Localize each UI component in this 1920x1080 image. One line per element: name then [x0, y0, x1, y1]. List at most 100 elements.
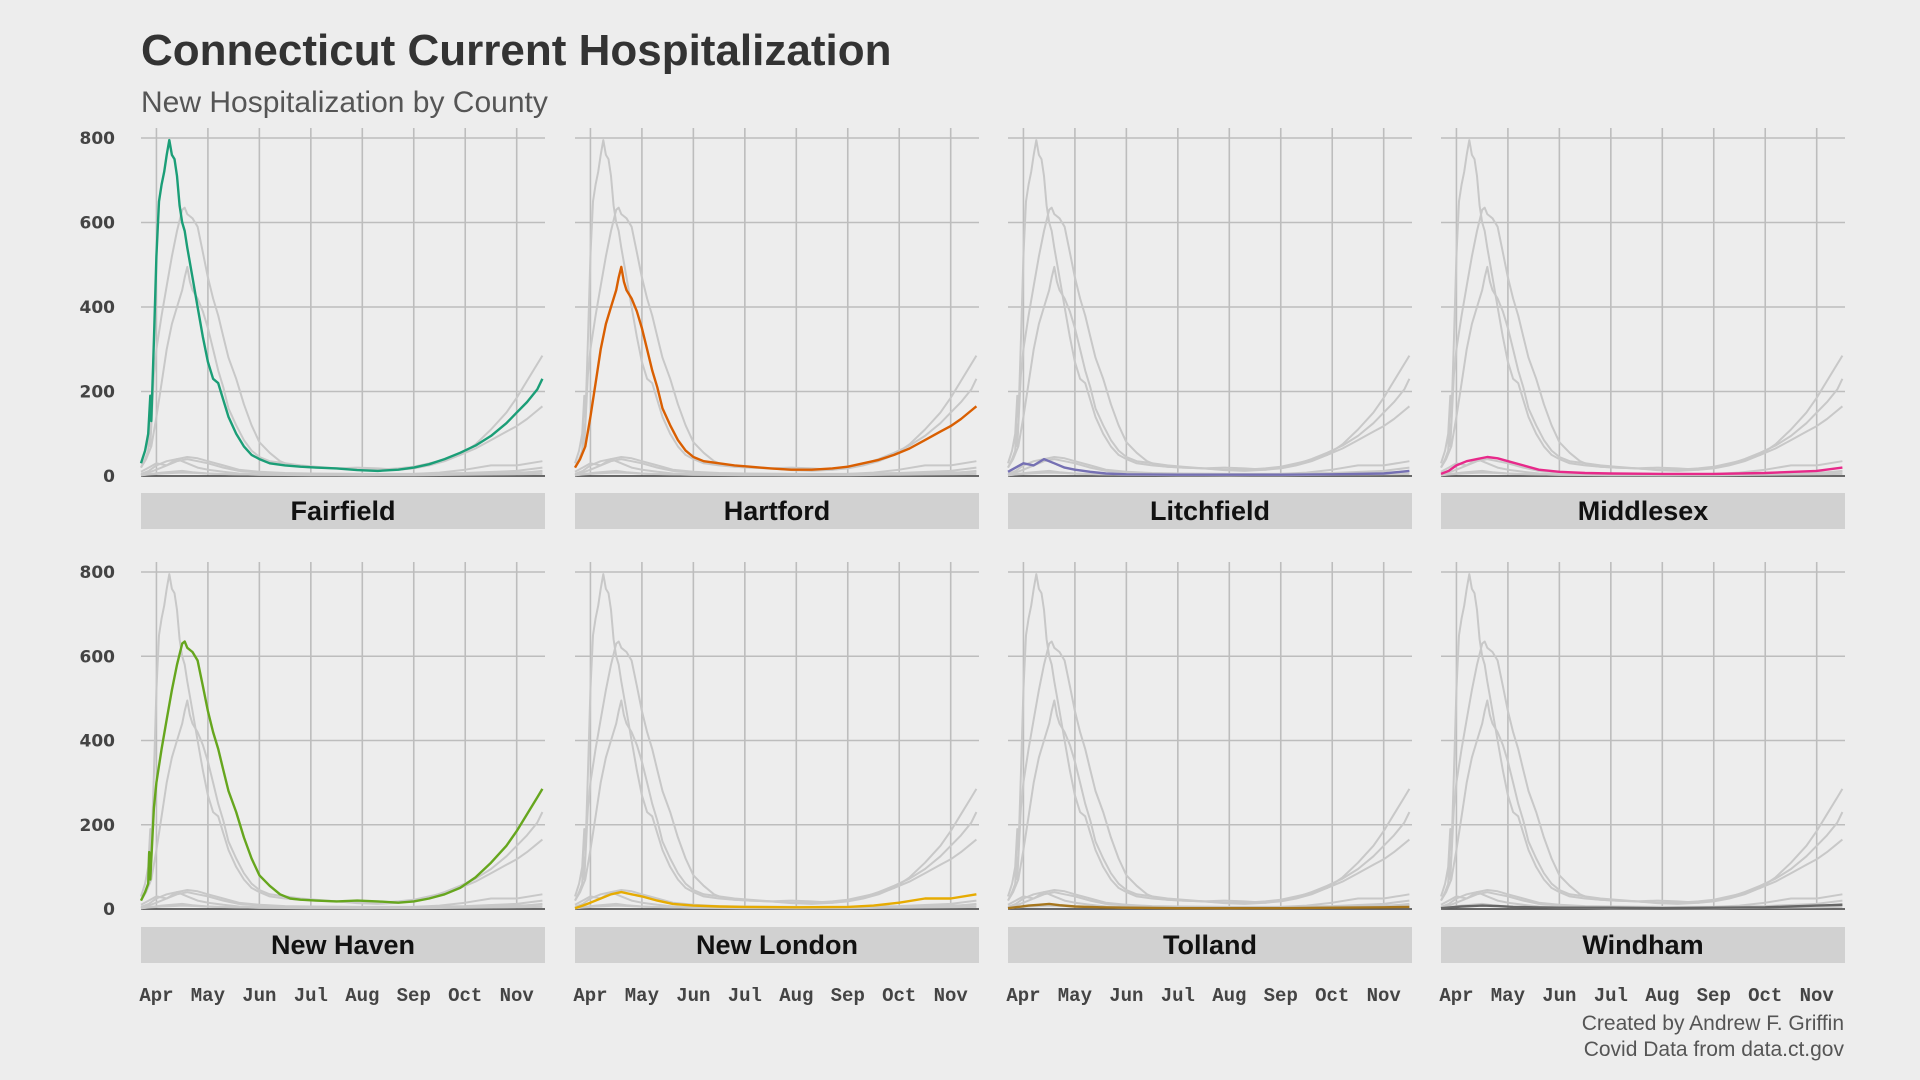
background-line-new-london: [140, 891, 543, 910]
y-tick-label: 400: [80, 298, 116, 318]
panel-litchfield: Litchfield: [1007, 128, 1412, 529]
background-line-new-haven: [1440, 206, 1844, 471]
y-tick-label: 800: [80, 563, 116, 583]
panel-new-haven: 0 200 400 600 800 New Haven Apr May Jun Jul Aug Sep…: [80, 562, 545, 1007]
x-tick-label: Sep: [831, 985, 865, 1007]
background-line-new-london: [1440, 891, 1843, 910]
background-line-middlesex: [1007, 456, 1410, 475]
x-tick-label: Jun: [676, 985, 710, 1007]
x-tick-label: Apr: [1006, 985, 1040, 1007]
panel-tolland: Tolland Apr May Jun Jul Aug Sep Oct Nov: [1006, 562, 1412, 1007]
x-tick-label: Apr: [1439, 985, 1473, 1007]
y-tick-label: 0: [103, 467, 115, 487]
y-tick-label: 200: [80, 816, 116, 836]
series-line-tolland: [1007, 902, 1410, 910]
x-tick-label: Jul: [1594, 985, 1628, 1007]
facet-strip: [1441, 927, 1845, 963]
background-line-windham: [1440, 470, 1843, 477]
background-line-new-london: [140, 458, 543, 477]
panel-middlesex: Middlesex: [1440, 128, 1845, 529]
background-line-windham: [574, 903, 977, 910]
x-tick-label: Nov: [1367, 985, 1402, 1007]
x-tick-label: May: [1058, 985, 1093, 1007]
background-line-windham: [574, 470, 977, 477]
background-line-new-haven: [574, 640, 978, 904]
background-line-windham: [140, 903, 543, 910]
x-tick-label: Aug: [1212, 985, 1246, 1007]
x-tick-label: May: [1491, 985, 1526, 1007]
chart-subtitle: New Hospitalization by County: [141, 86, 548, 119]
y-tick-label: 0: [103, 900, 115, 920]
background-line-new-haven: [574, 206, 978, 471]
facet-strip-label: Fairfield: [290, 496, 395, 526]
x-tick-label: Jul: [294, 985, 328, 1007]
background-line-new-london: [574, 458, 977, 477]
background-line-new-haven: [1440, 640, 1844, 904]
facet-strip: [141, 493, 545, 529]
background-line-new-haven: [1007, 206, 1411, 471]
facet-strip-label: Tolland: [1163, 930, 1257, 960]
facet-strip-label: New Haven: [271, 930, 415, 960]
x-tick-label: Jul: [728, 985, 762, 1007]
caption-line-source: Covid Data from data.ct.gov: [1583, 1038, 1844, 1061]
background-line-middlesex: [140, 456, 543, 475]
facet-strip: [1441, 493, 1845, 529]
background-line-middlesex: [1440, 889, 1843, 908]
y-tick-label: 400: [80, 732, 116, 752]
series-line-hartford: [573, 265, 978, 471]
x-tick-label: Nov: [934, 985, 969, 1007]
background-line-new-haven: [1007, 640, 1411, 904]
x-tick-label: Sep: [1264, 985, 1298, 1007]
y-tick-label: 800: [80, 129, 116, 149]
facet-strip-label: Litchfield: [1150, 496, 1270, 526]
background-line-middlesex: [140, 889, 543, 908]
facet-strip-label: Middlesex: [1578, 496, 1709, 526]
x-tick-label: Oct: [1315, 985, 1349, 1007]
x-tick-label: Apr: [139, 985, 173, 1007]
series-line-fairfield: [139, 138, 544, 473]
y-tick-label: 600: [80, 214, 116, 234]
series-line-new-london: [574, 890, 977, 910]
facet-strip: [575, 927, 979, 963]
x-tick-label: May: [191, 985, 226, 1007]
x-tick-label: Oct: [882, 985, 916, 1007]
series-line-new-haven: [139, 640, 544, 904]
panel-fairfield: 0 200 400 600 800 Fairfield: [80, 128, 545, 529]
facet-strip: [1008, 493, 1412, 529]
panel-new-london: New London Apr May Jun Jul Aug Sep Oct Nov: [573, 562, 979, 1007]
x-tick-label: Jul: [1161, 985, 1195, 1007]
x-tick-label: Jun: [242, 985, 276, 1007]
x-tick-label: Nov: [1800, 985, 1835, 1007]
background-line-middlesex: [574, 456, 977, 475]
caption-line-author: Created by Andrew F. Griffin: [1581, 1012, 1844, 1035]
x-tick-label: Apr: [573, 985, 607, 1007]
background-line-middlesex: [574, 889, 977, 908]
facet-strip: [575, 493, 979, 529]
background-line-new-london: [1007, 891, 1410, 910]
x-tick-label: Oct: [448, 985, 482, 1007]
x-tick-label: Oct: [1748, 985, 1782, 1007]
y-tick-label: 600: [80, 647, 116, 667]
facet-strip: [1008, 927, 1412, 963]
x-tick-label: Aug: [345, 985, 379, 1007]
panel-hartford: Hartford: [573, 128, 979, 529]
facet-strip-label: Windham: [1582, 930, 1703, 960]
x-tick-label: Sep: [397, 985, 431, 1007]
x-tick-label: Nov: [500, 985, 535, 1007]
chart-title: Connecticut Current Hospitalization: [141, 26, 892, 75]
x-tick-label: May: [625, 985, 660, 1007]
panel-windham: Windham Apr May Jun Jul Aug Sep Oct Nov: [1439, 562, 1845, 1007]
background-line-windham: [140, 470, 543, 477]
facet-strip: [141, 927, 545, 963]
x-tick-label: Jun: [1542, 985, 1576, 1007]
series-line-middlesex: [1440, 455, 1843, 476]
background-line-middlesex: [1007, 889, 1410, 908]
x-tick-label: Sep: [1697, 985, 1731, 1007]
facet-strip-label: Hartford: [724, 496, 831, 526]
x-tick-label: Aug: [779, 985, 813, 1007]
background-line-new-haven: [140, 206, 544, 471]
facet-strip-label: New London: [696, 930, 858, 960]
x-tick-label: Jun: [1109, 985, 1143, 1007]
y-tick-label: 200: [80, 383, 116, 403]
